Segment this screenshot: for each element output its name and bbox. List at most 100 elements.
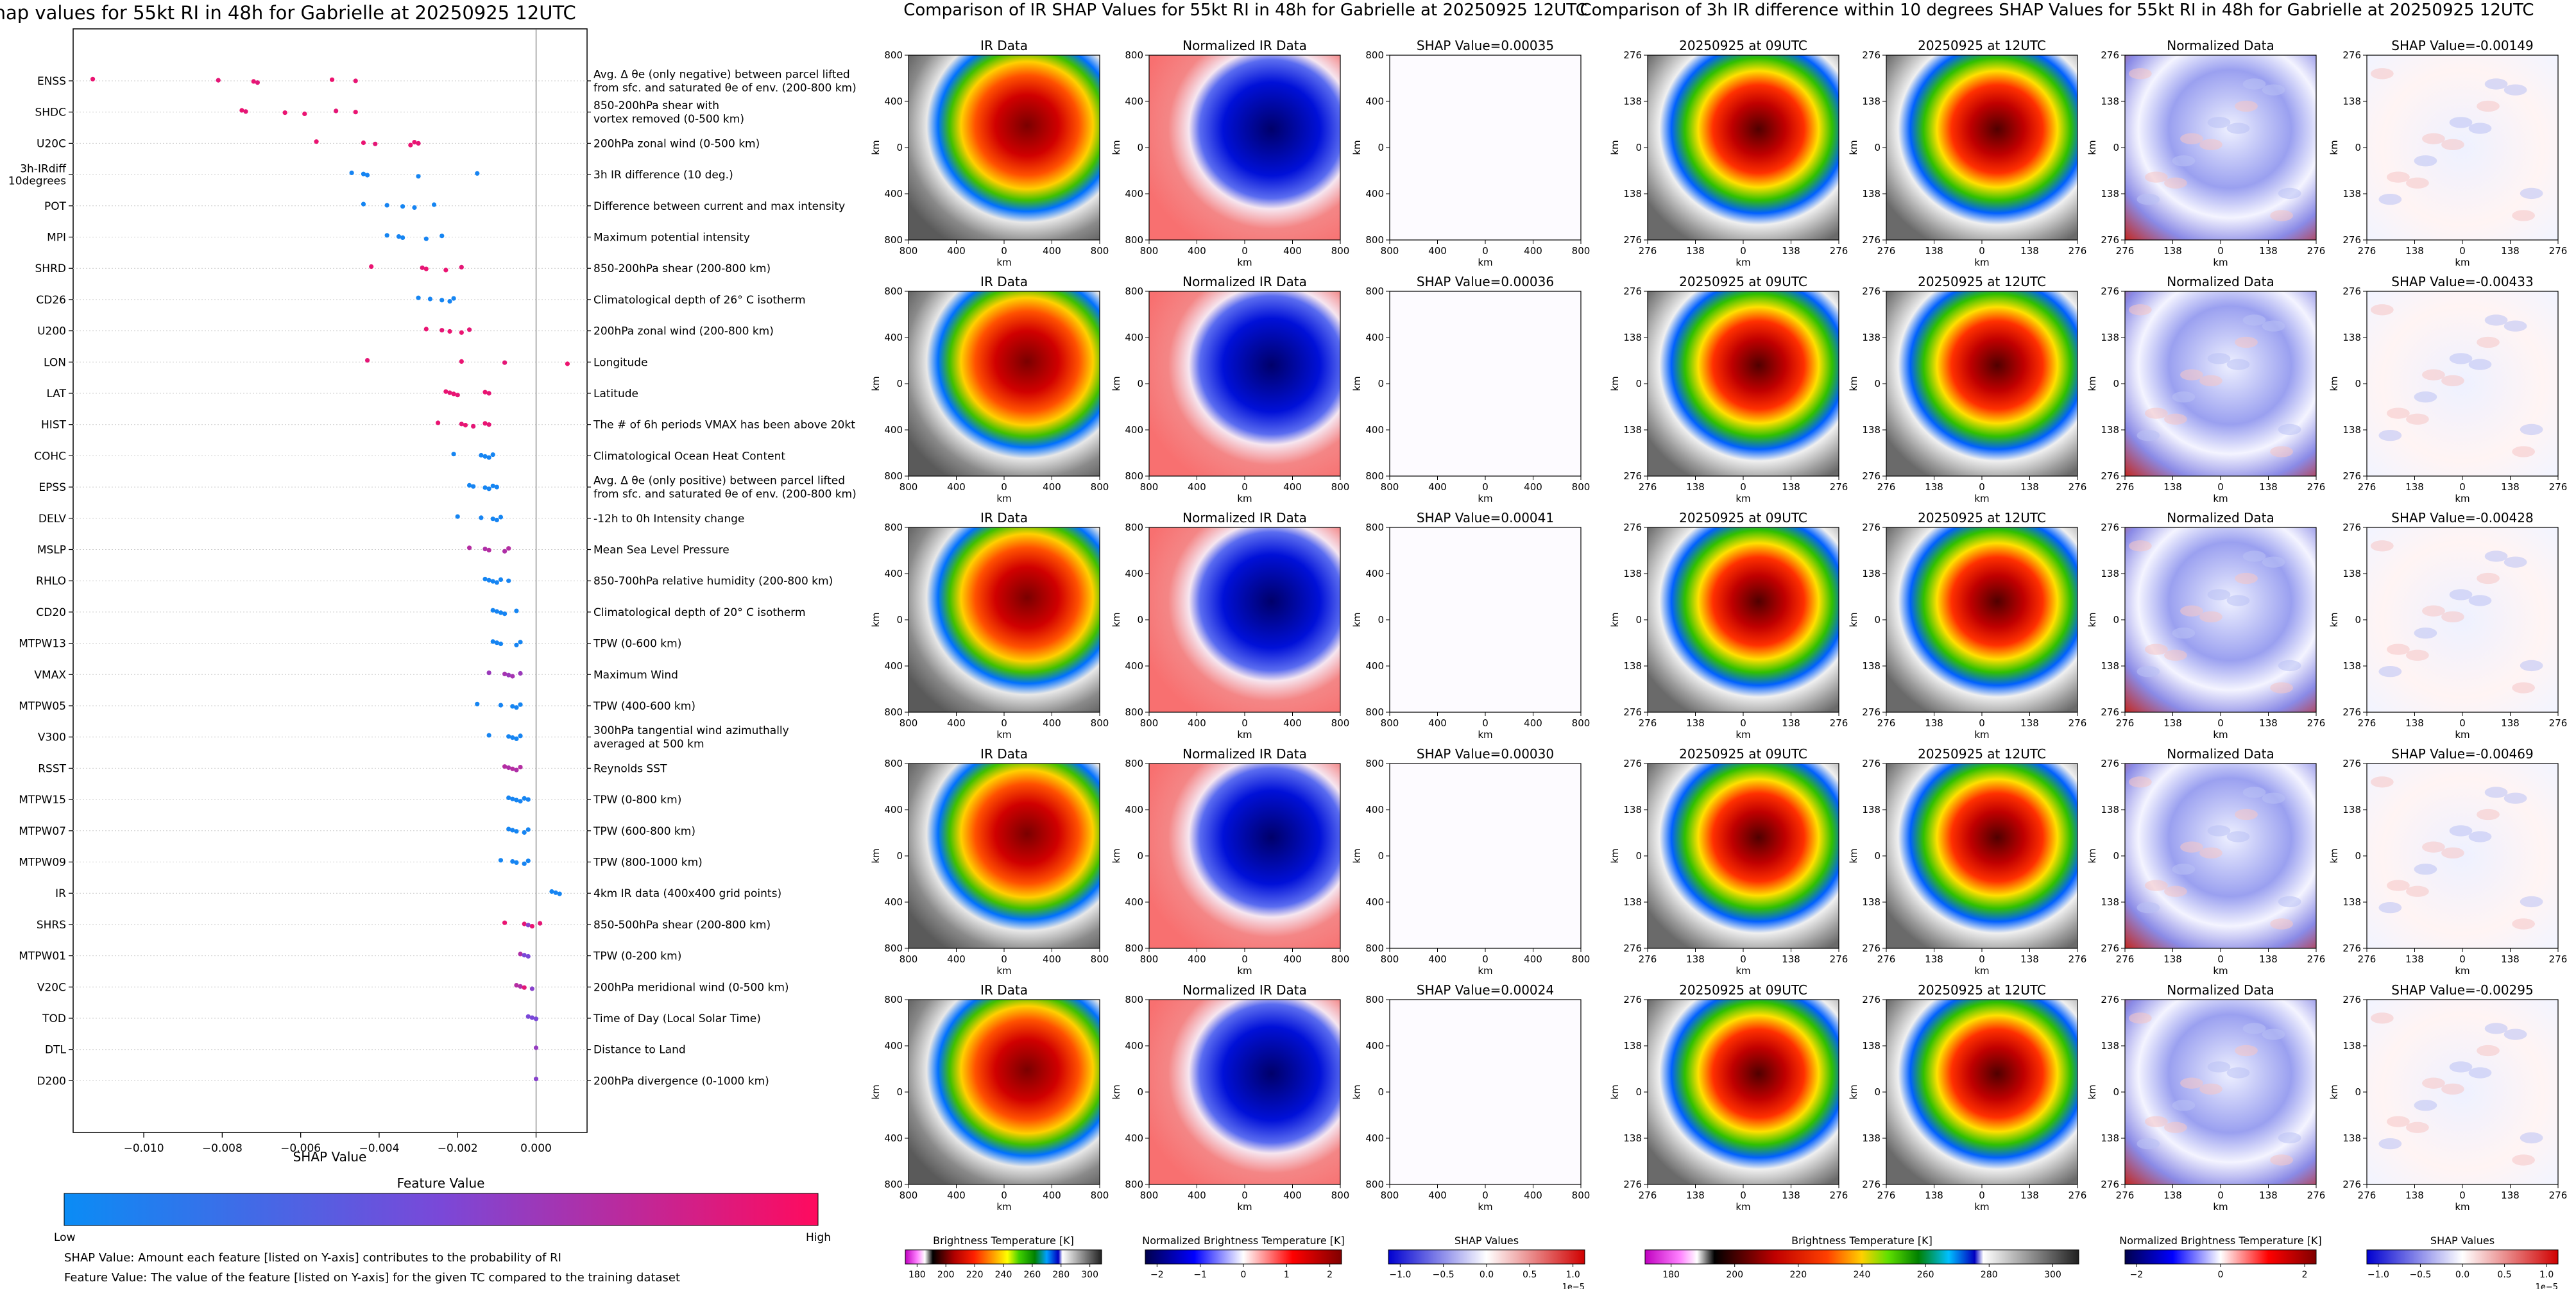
colorbar-tick-label: −1.0 [2367,1270,2389,1280]
shap-feature-row: MPI Maximum potential intensity [47,232,750,244]
panel-y-tick-label: 800 [884,234,903,246]
panel-x-tick-label: 0 [2459,953,2466,965]
panel-y-tick-label: 276 [2342,49,2361,61]
panel-title: SHAP Value=-0.00295 [2391,982,2533,998]
panel-y-tick-label: 800 [1125,1179,1143,1190]
panel-y-tick-label: 138 [1862,96,1881,107]
shap-point [506,546,511,551]
panel-texture [2164,1122,2187,1133]
panel-y-axis-label: km [1111,140,1122,155]
feature-description-label: TPW (800-1000 km) [593,857,703,869]
panel-texture [2503,320,2527,332]
panel-y-tick-label: 800 [1125,994,1143,1005]
panel-y-tick-label: 800 [884,522,903,533]
shap-point [216,78,221,83]
bottom-colorbars: Brightness Temperature [K]180 200 220 240 26… [905,1234,2559,1289]
shap-point [522,953,527,958]
panel-image [1886,55,2078,241]
panel-y-tick-label: 276 [2101,234,2119,246]
image-panel: SHAP Value=-0.00433276276138138001381382… [2328,274,2567,504]
panel-title: SHAP Value=-0.00428 [2391,510,2533,525]
image-panel: SHAP Value=-0.00428276276138138001381382… [2328,510,2567,740]
colorbar-tick-label: −1 [1193,1270,1207,1280]
shap-point [490,639,495,644]
colorbar-label: Brightness Temperature [K] [1791,1234,1932,1247]
panel-x-tick-label: 138 [2259,1190,2278,1201]
panel-image [908,763,1100,949]
panel-x-axis-label: km [996,729,1011,740]
panel-y-tick-label: 800 [1125,943,1143,954]
shap-point [447,299,452,304]
panel-y-tick-label: 138 [2342,568,2361,579]
colorbar-tick-label: 220 [966,1270,984,1280]
colorbar-gradient [2124,1249,2317,1265]
panel-x-tick-label: 276 [2068,717,2087,729]
panel-y-tick-label: 0 [896,378,903,389]
panel-x-tick-label: 138 [2259,245,2278,257]
shap-point [490,483,495,488]
shap-feature-row: MSLP Mean Sea Level Pressure [37,544,729,557]
panel-x-tick-label: 138 [2020,953,2039,965]
panel-y-tick-label: 138 [1862,1040,1881,1052]
panel-image [1148,55,1341,241]
colorbar-tick-label: 200 [1726,1270,1743,1280]
panel-image [908,527,1100,713]
panel-y-tick-label: 400 [884,660,903,672]
image-panel: Normalized Data2762761381380013813827627… [2086,38,2325,268]
panel-x-tick-label: 276 [2549,1190,2568,1201]
panel-y-tick-label: 800 [1365,706,1384,718]
panel-x-tick-label: 400 [1428,481,1447,493]
panel-y-tick-label: 276 [1623,522,1642,533]
shap-point [396,234,402,239]
panel-texture [2172,1100,2196,1111]
panel-texture [2370,304,2394,316]
panel-x-tick-label: 0 [2459,1190,2466,1201]
panel-y-tick-label: 800 [1125,522,1143,533]
panel-x-axis-label: km [996,1201,1011,1213]
shap-feature-row: MTPW15 TPW (0-800 km) [19,794,681,807]
shap-point [498,515,504,520]
shap-point [459,330,464,335]
feature-value-note: Feature Value: The value of the feature … [64,1271,680,1285]
colorbar-tick-label: 0.5 [1523,1270,1537,1280]
shap-point [451,296,456,301]
panel-y-tick-label: 138 [2101,568,2119,579]
panel-y-tick-label: 400 [1365,804,1384,815]
panel-x-tick-label: 800 [900,717,918,729]
panel-title: 20250925 at 09UTC [1679,510,1807,525]
panel-x-tick-label: 138 [1925,245,1943,257]
shap-point [251,79,256,84]
panel-texture [2441,847,2464,859]
panel-y-tick-label: 800 [1125,470,1143,482]
panel-texture [2144,644,2168,655]
feature-description-label: 200hPa divergence (0-1000 km) [593,1075,769,1088]
panel-x-axis-label: km [2455,493,2469,504]
feature-name-label: MSLP [37,544,66,557]
shap-point [498,610,504,615]
panel-x-tick-label: 0 [1001,717,1007,729]
feature-description-label: Latitude [593,388,638,400]
shap-point [498,641,504,647]
feature-name-label: V20C [37,981,66,994]
ir-comparison-title: Comparison of IR SHAP Values for 55kt RI… [903,1,1587,20]
panel-y-tick-label: 0 [1137,850,1143,862]
feature-name-label: V300 [38,731,66,744]
panel-x-tick-label: 138 [1782,717,1800,729]
panel-title: SHAP Value=0.00030 [1417,746,1554,762]
shap-point [510,704,515,709]
panel-y-tick-label: 276 [1862,758,1881,769]
panel-texture [2226,359,2250,370]
panel-y-tick-label: 0 [2355,142,2361,153]
panel-y-tick-label: 0 [1137,1086,1143,1098]
panel-image [1389,527,1582,713]
colorbar-tick-label: 300 [1081,1270,1098,1280]
feature-description-label: Distance to Land [593,1044,686,1057]
panel-texture [2503,84,2527,96]
panel-texture [2242,551,2266,562]
panel-y-tick-label: 0 [1874,142,1881,153]
feature-description-label: Mean Sea Level Pressure [593,544,729,557]
feature-name-label: CD26 [36,294,66,307]
panel-texture [2520,187,2543,200]
panel-y-tick-label: 138 [2342,896,2361,908]
panel-x-axis-label: km [2455,965,2469,977]
